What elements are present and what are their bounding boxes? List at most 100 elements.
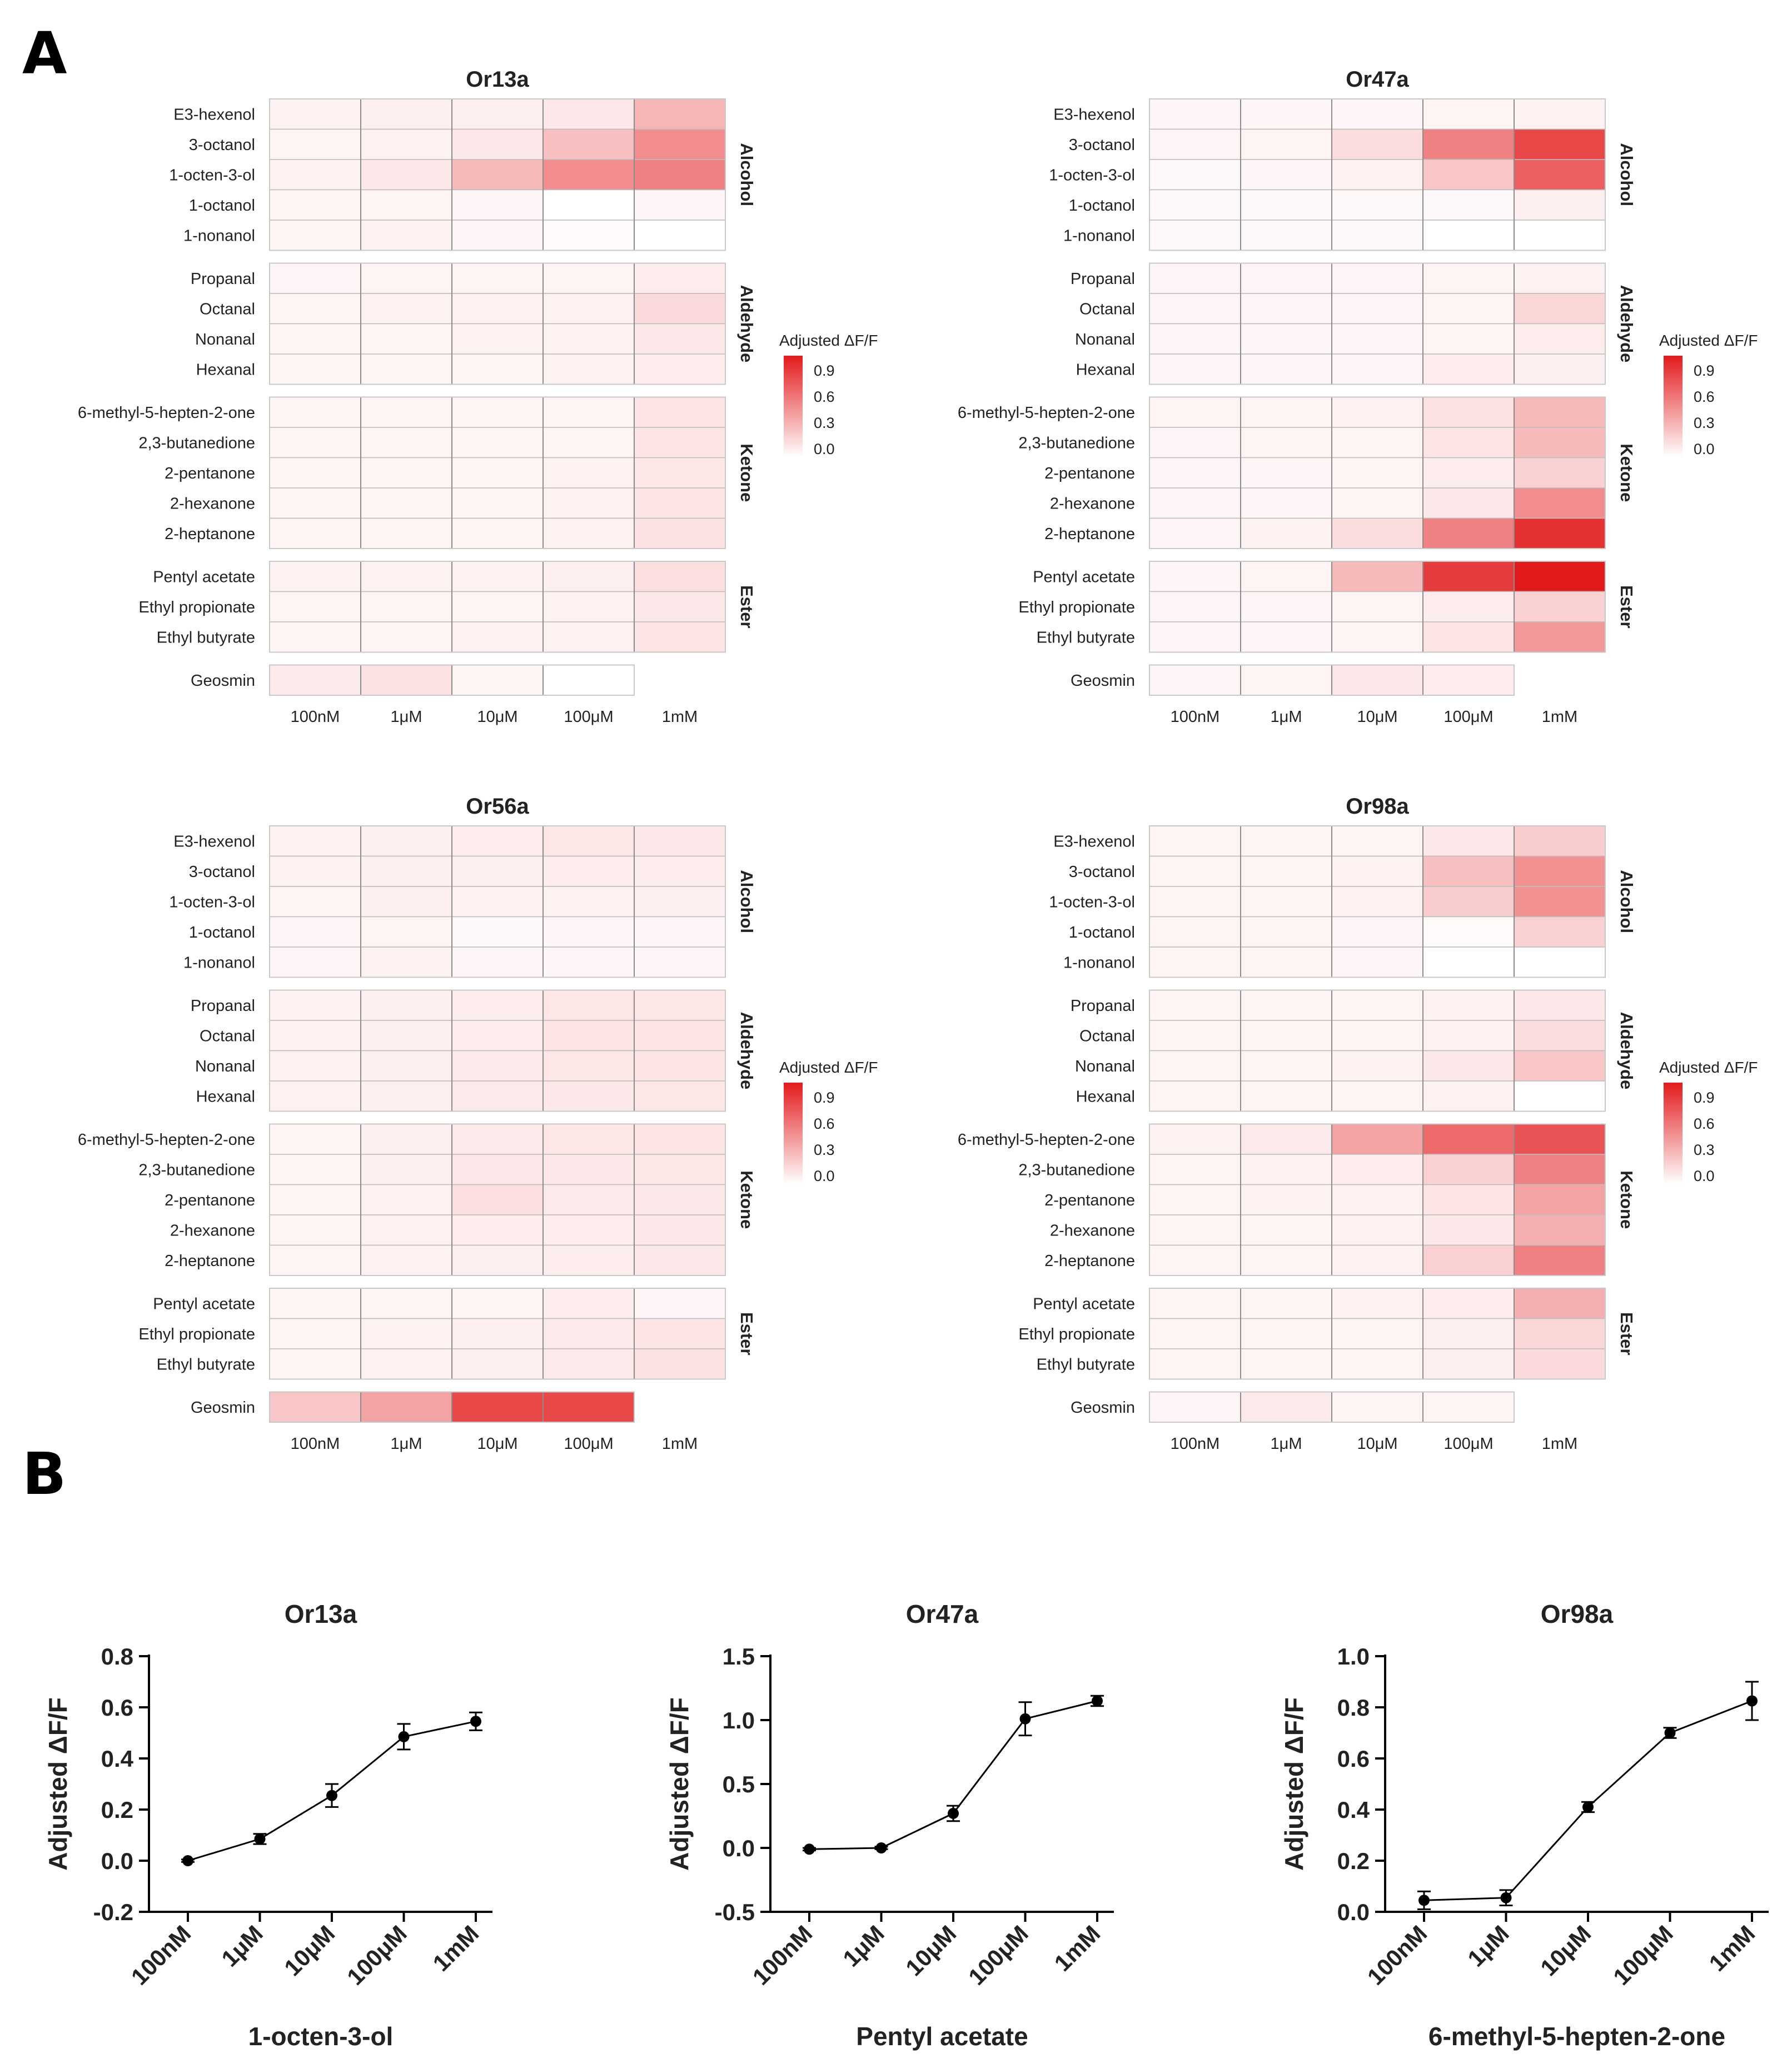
column-label: 10μM [477, 1435, 517, 1453]
row-label: 6-methyl-5-hepten-2-one [958, 404, 1135, 422]
heatmap-cell [1331, 989, 1423, 1021]
column-label: 1μM [1271, 708, 1302, 726]
heatmap-cell [269, 1154, 361, 1185]
y-tick-label: 0.0 [1337, 1899, 1370, 1925]
heatmap-cell [360, 189, 452, 221]
heatmap-cell [360, 487, 452, 519]
row-label: E3-hexenol [173, 106, 255, 123]
heatmap-cell [1240, 1020, 1332, 1052]
row-label: 2-hexanone [170, 495, 255, 512]
heatmap-cell [360, 262, 452, 294]
x-tick-label: 100nM [748, 1920, 818, 1990]
heatmap-cell [1240, 1154, 1332, 1185]
x-tick-label: 100μM [342, 1920, 412, 1990]
y-tick-label: 0.4 [101, 1746, 134, 1772]
heatmap-cell [269, 457, 361, 489]
row-label: 2-hexanone [1050, 495, 1135, 512]
heatmap-cell [1331, 621, 1423, 653]
x-tick-label: 1μM [1462, 1920, 1514, 1972]
heatmap-cell [1422, 1123, 1515, 1155]
heatmap-cell [1422, 262, 1515, 294]
heatmap-cell [634, 517, 726, 549]
row-label: 6-methyl-5-hepten-2-one [78, 1131, 255, 1149]
column-label: 100μM [1443, 708, 1493, 726]
legend-tick: 0.3 [814, 1142, 835, 1158]
heatmap-cell [360, 1348, 452, 1380]
heatmap-cell [1331, 1288, 1423, 1319]
heatmap-cell [1331, 916, 1423, 948]
data-point [804, 1843, 815, 1855]
heatmap-cell [1331, 457, 1423, 489]
heatmap-cell [542, 621, 635, 653]
heatmap-cell [1331, 1080, 1423, 1112]
heatmap-cell [360, 825, 452, 857]
row-label: 2,3-butanedione [1018, 434, 1135, 452]
heatmap-cell [269, 1318, 361, 1349]
heatmap-cell [269, 427, 361, 459]
heatmap-cell [542, 517, 635, 549]
heatmap-cell [269, 1391, 361, 1423]
row-label: Pentyl acetate [153, 568, 255, 586]
legend-tick: 0.0 [814, 1168, 835, 1184]
y-tick-label: 0.2 [1337, 1848, 1370, 1874]
heatmap-cell [1422, 1244, 1515, 1276]
legend-tick: 0.6 [1694, 1115, 1715, 1132]
heatmap-cell [1149, 189, 1241, 221]
heatmap-cell [1331, 1214, 1423, 1246]
heatmap-cell [634, 1244, 726, 1276]
heatmap-cell [542, 457, 635, 489]
heatmap-cell [1331, 886, 1423, 918]
heatmap-cell [1331, 1154, 1423, 1185]
heatmap-cell [360, 664, 452, 696]
heatmap-cell [1514, 946, 1606, 978]
data-point [182, 1855, 193, 1866]
y-tick-label: -0.2 [93, 1899, 133, 1925]
heatmap-cell [542, 1348, 635, 1380]
heatmap-cell [1149, 457, 1241, 489]
heatmap-cell [451, 1391, 544, 1423]
x-tick-label: 1mM [1704, 1920, 1760, 1976]
legend-tick: 0.9 [814, 362, 835, 379]
heatmap-cell [451, 189, 544, 221]
legend-tick: 0.0 [1694, 441, 1715, 457]
row-label: Ethyl butyrate [157, 629, 255, 646]
heatmap-cell [1240, 487, 1332, 519]
heatmap-cell [542, 855, 635, 887]
column-label: 100μM [564, 708, 613, 726]
heatmap-cell [1240, 825, 1332, 857]
heatmap-cell [451, 128, 544, 160]
row-label: Propanal [191, 997, 255, 1015]
heatmap-cell [1149, 396, 1241, 428]
heatmap-cell [1149, 886, 1241, 918]
heatmap-cell [360, 353, 452, 385]
heatmap-cell [542, 427, 635, 459]
heatmap-cell [1331, 855, 1423, 887]
group-label-aldehyde: Aldehyde [737, 1012, 756, 1090]
group-label-aldehyde: Aldehyde [1617, 1012, 1636, 1090]
heatmap-cell [360, 1050, 452, 1082]
heatmap-cell [269, 1288, 361, 1319]
row-label: Pentyl acetate [1033, 1295, 1135, 1313]
heatmap-cell [1149, 98, 1241, 130]
heatmap-cell [1240, 1288, 1332, 1319]
heatmap-cell [542, 989, 635, 1021]
row-label: 1-octanol [189, 197, 255, 215]
heatmap-cell [1422, 427, 1515, 459]
heatmap-cell [1422, 825, 1515, 857]
row-label: 2-pentanone [165, 1192, 255, 1209]
row-label: 1-octen-3-ol [169, 893, 255, 911]
chart-title: Or13a [285, 1599, 357, 1628]
data-point [1746, 1695, 1758, 1707]
heatmap-cell [1422, 1020, 1515, 1052]
row-label: 1-nonanol [1063, 954, 1135, 971]
heatmap-cell [634, 1318, 726, 1349]
heatmap-cell [1422, 128, 1515, 160]
heatmap-cell [1422, 591, 1515, 622]
heatmap-cell [634, 916, 726, 948]
column-label: 10μM [1357, 708, 1397, 726]
heatmap-cell [1422, 1154, 1515, 1185]
heatmap-cell [1514, 916, 1606, 948]
heatmap-cell [1149, 1348, 1241, 1380]
heatmap-cell [360, 427, 452, 459]
